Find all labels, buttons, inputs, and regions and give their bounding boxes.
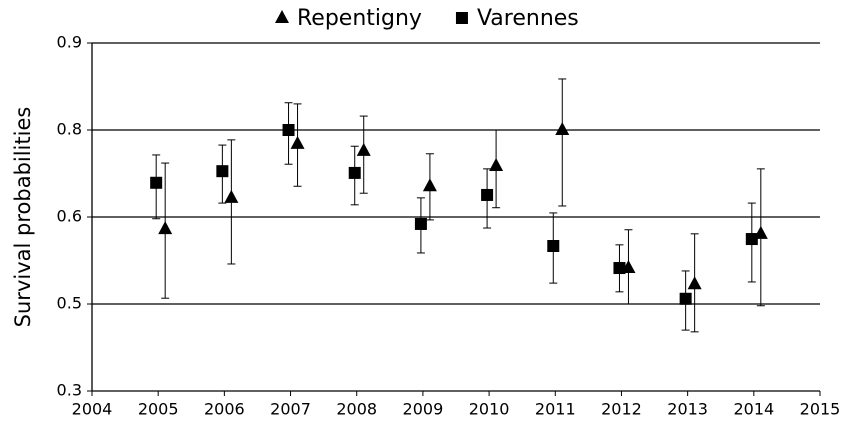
x-tick-label: 2007 bbox=[270, 400, 311, 419]
x-tick-label: 2010 bbox=[469, 400, 510, 419]
x-tick-label: 2012 bbox=[601, 400, 642, 419]
square-marker bbox=[745, 233, 758, 246]
square-marker bbox=[613, 262, 626, 275]
triangle-marker bbox=[555, 122, 570, 135]
triangle-marker bbox=[489, 157, 504, 171]
square-marker bbox=[414, 217, 427, 230]
x-tick-label: 2009 bbox=[403, 400, 444, 419]
y-tick-label: 0.8 bbox=[57, 120, 82, 139]
triangle-marker bbox=[422, 178, 437, 192]
triangle-marker bbox=[356, 142, 371, 156]
legend-label: Repentigny bbox=[297, 6, 422, 31]
triangle-marker bbox=[158, 221, 173, 235]
y-tick-label: 0.5 bbox=[57, 294, 82, 313]
x-tick-label: 2004 bbox=[72, 400, 113, 419]
square-marker bbox=[481, 188, 494, 201]
y-tick-label: 0.3 bbox=[57, 381, 82, 400]
y-axis-label: Survival probabilities bbox=[11, 107, 35, 328]
square-marker bbox=[547, 240, 560, 252]
square-marker bbox=[150, 176, 163, 189]
square-marker bbox=[348, 166, 361, 179]
x-tick-label: 2006 bbox=[204, 400, 245, 419]
x-tick-label: 2005 bbox=[138, 400, 179, 419]
square-marker bbox=[216, 165, 229, 178]
x-tick-label: 2011 bbox=[535, 400, 576, 419]
triangle-marker bbox=[224, 189, 239, 203]
x-tick-label: 2015 bbox=[800, 400, 841, 419]
square-marker bbox=[455, 12, 468, 24]
x-tick-label: 2008 bbox=[336, 400, 377, 419]
square-marker bbox=[282, 124, 295, 136]
legend-label: Varennes bbox=[477, 6, 579, 31]
x-tick-label: 2013 bbox=[667, 400, 708, 419]
square-marker bbox=[679, 292, 692, 305]
triangle-marker bbox=[687, 276, 702, 290]
y-tick-label: 0.6 bbox=[57, 207, 82, 226]
triangle-marker bbox=[290, 135, 305, 149]
triangle-marker bbox=[275, 10, 289, 23]
y-tick-label: 0.9 bbox=[57, 33, 82, 52]
x-tick-label: 2014 bbox=[733, 400, 774, 419]
